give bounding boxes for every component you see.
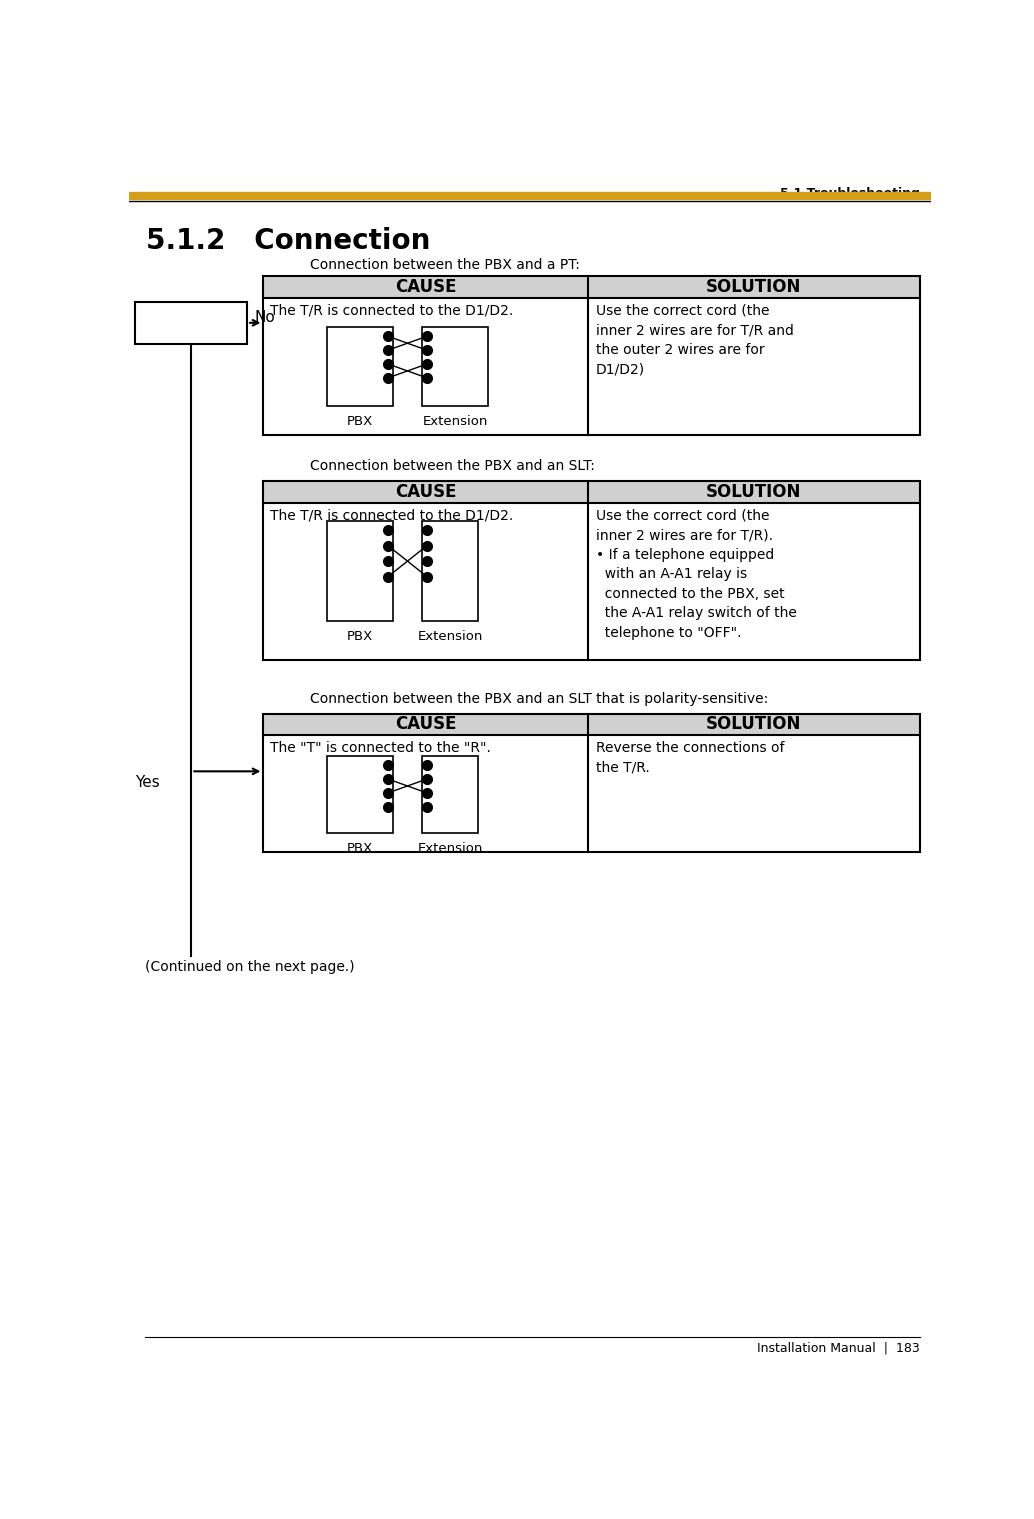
Text: SOLUTION: SOLUTION	[706, 715, 801, 734]
Text: The T/R is connected to the D1/D2.: The T/R is connected to the D1/D2.	[270, 304, 513, 317]
Text: (Continued on the next page.): (Continued on the next page.)	[145, 960, 355, 974]
Text: T: T	[431, 539, 438, 553]
Text: 5.1 Troubleshooting: 5.1 Troubleshooting	[780, 187, 920, 201]
Text: D2: D2	[367, 570, 385, 583]
Text: Extension: Extension	[418, 842, 483, 855]
Text: R: R	[431, 787, 439, 799]
Text: SOLUTION: SOLUTION	[706, 278, 801, 296]
Text: Extension: Extension	[423, 415, 488, 428]
Text: Connection between the PBX and a PT:: Connection between the PBX and a PT:	[310, 258, 580, 272]
Text: CAUSE: CAUSE	[395, 715, 456, 734]
Text: The "T" is connected to the "R".: The "T" is connected to the "R".	[270, 741, 490, 755]
Text: D1: D1	[367, 524, 385, 536]
Text: T: T	[431, 343, 438, 357]
Text: T: T	[376, 773, 385, 785]
Text: D2: D2	[367, 801, 385, 813]
Text: R: R	[431, 554, 439, 568]
Text: R: R	[375, 554, 385, 568]
Text: R: R	[431, 357, 439, 371]
Bar	[327, 327, 393, 406]
Text: Installation Manual  |  183: Installation Manual | 183	[757, 1341, 920, 1353]
Text: D1: D1	[431, 330, 448, 343]
Text: D2: D2	[431, 371, 448, 384]
Bar	[264, 714, 920, 852]
Bar	[422, 521, 478, 621]
Bar	[264, 714, 920, 735]
Text: PBX: PBX	[346, 842, 373, 855]
Text: T: T	[376, 343, 385, 357]
Text: PBX: PBX	[346, 630, 373, 644]
Text: No: No	[254, 310, 275, 325]
Text: Use the correct cord (the
inner 2 wires are for T/R and
the outer 2 wires are fo: Use the correct cord (the inner 2 wires …	[596, 304, 794, 377]
Bar	[264, 482, 920, 659]
Text: 5.1.2   Connection: 5.1.2 Connection	[146, 226, 431, 255]
Text: D2: D2	[367, 371, 385, 384]
Text: Can you dial
an extension?: Can you dial an extension?	[143, 308, 240, 337]
Bar	[129, 191, 931, 199]
Text: CAUSE: CAUSE	[395, 483, 456, 501]
Bar	[135, 302, 247, 343]
Bar	[422, 327, 488, 406]
Text: Yes: Yes	[135, 775, 160, 790]
Text: D1: D1	[367, 758, 385, 772]
Text: Reverse the connections of
the T/R.: Reverse the connections of the T/R.	[596, 741, 785, 775]
Text: SOLUTION: SOLUTION	[706, 483, 801, 501]
Text: Connection between the PBX and an SLT that is polarity-sensitive:: Connection between the PBX and an SLT th…	[310, 693, 768, 706]
Text: Extension: Extension	[418, 630, 483, 644]
Text: Connection between the PBX and an SLT:: Connection between the PBX and an SLT:	[310, 459, 595, 474]
Bar	[264, 276, 920, 434]
Bar	[264, 482, 920, 503]
Bar	[422, 756, 478, 832]
Text: T: T	[431, 773, 438, 785]
Bar	[264, 276, 920, 298]
Text: CAUSE: CAUSE	[395, 278, 456, 296]
Text: The T/R is connected to the D1/D2.: The T/R is connected to the D1/D2.	[270, 509, 513, 523]
Text: T: T	[376, 539, 385, 553]
Text: PBX: PBX	[346, 415, 373, 428]
Text: Use the correct cord (the
inner 2 wires are for T/R).
• If a telephone equipped
: Use the correct cord (the inner 2 wires …	[596, 509, 796, 639]
Text: D1: D1	[367, 330, 385, 343]
Text: R: R	[375, 787, 385, 799]
Text: R: R	[375, 357, 385, 371]
Bar	[327, 756, 393, 832]
Bar	[327, 521, 393, 621]
